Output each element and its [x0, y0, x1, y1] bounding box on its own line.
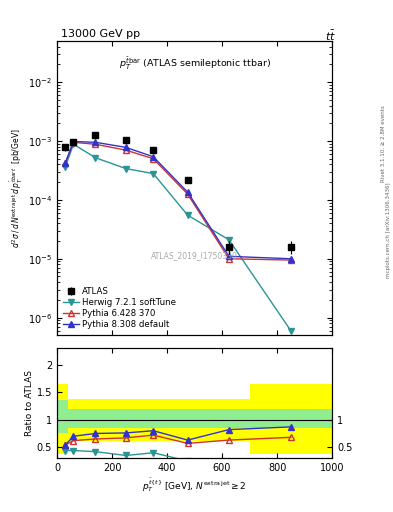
Herwig 7.2.1 softTune — [288, 328, 293, 334]
Pythia 8.308 default — [123, 144, 128, 151]
Text: Rivet 3.1.10, ≥ 2.8M events: Rivet 3.1.10, ≥ 2.8M events — [381, 105, 386, 182]
Text: mcplots.cern.ch [arXiv:1306.3436]: mcplots.cern.ch [arXiv:1306.3436] — [386, 183, 391, 278]
Herwig 7.2.1 softTune — [93, 155, 98, 161]
Text: ATLAS_2019_I1750330: ATLAS_2019_I1750330 — [151, 251, 238, 261]
Pythia 6.428 370 — [71, 139, 76, 145]
Pythia 6.428 370 — [123, 147, 128, 153]
Pythia 6.428 370 — [226, 255, 231, 262]
Pythia 8.308 default — [63, 160, 68, 166]
Legend: ATLAS, Herwig 7.2.1 softTune, Pythia 6.428 370, Pythia 8.308 default: ATLAS, Herwig 7.2.1 softTune, Pythia 6.4… — [61, 285, 178, 331]
Herwig 7.2.1 softTune — [123, 165, 128, 172]
X-axis label: $p_T^{\bar{t}\{t\}}$ [GeV], $N^{\mathrm{extra\,jet}} \geq 2$: $p_T^{\bar{t}\{t\}}$ [GeV], $N^{\mathrm{… — [142, 476, 247, 494]
Pythia 8.308 default — [71, 138, 76, 144]
Line: Pythia 6.428 370: Pythia 6.428 370 — [62, 140, 294, 263]
Text: 13000 GeV pp: 13000 GeV pp — [61, 29, 140, 39]
Pythia 6.428 370 — [151, 156, 156, 162]
Pythia 6.428 370 — [185, 191, 190, 197]
Herwig 7.2.1 softTune — [63, 164, 68, 170]
Line: Herwig 7.2.1 softTune: Herwig 7.2.1 softTune — [62, 141, 294, 333]
Pythia 6.428 370 — [288, 257, 293, 263]
Y-axis label: $d^2\sigma\,/\,d\,N^{\mathrm{extra\,jet}}\,d\,p_T^{\bar{t}bar{t}}$  [pb/GeV]: $d^2\sigma\,/\,d\,N^{\mathrm{extra\,jet}… — [9, 129, 25, 248]
Text: $t\bar{t}$: $t\bar{t}$ — [325, 29, 336, 43]
Pythia 8.308 default — [185, 189, 190, 195]
Pythia 6.428 370 — [63, 160, 68, 166]
Pythia 6.428 370 — [93, 141, 98, 147]
Pythia 8.308 default — [93, 139, 98, 145]
Pythia 8.308 default — [151, 154, 156, 160]
Y-axis label: Ratio to ATLAS: Ratio to ATLAS — [25, 370, 34, 436]
Herwig 7.2.1 softTune — [151, 170, 156, 177]
Herwig 7.2.1 softTune — [185, 212, 190, 218]
Text: $p_T^{\bar{t}\mathrm{bar}}$ (ATLAS semileptonic ttbar): $p_T^{\bar{t}\mathrm{bar}}$ (ATLAS semil… — [119, 56, 270, 72]
Herwig 7.2.1 softTune — [226, 237, 231, 243]
Herwig 7.2.1 softTune — [71, 141, 76, 147]
Line: Pythia 8.308 default: Pythia 8.308 default — [62, 139, 294, 262]
Pythia 8.308 default — [226, 253, 231, 260]
Pythia 8.308 default — [288, 255, 293, 262]
